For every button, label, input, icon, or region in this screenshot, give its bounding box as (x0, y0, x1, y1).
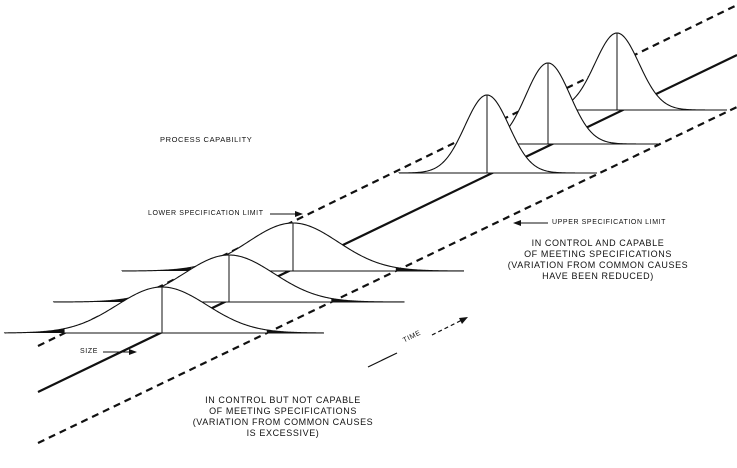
capable-note-line: (VARIATION FROM COMMON CAUSES (507, 260, 689, 270)
upper-spec-limit-line (37, 106, 737, 444)
time-line (367, 352, 398, 368)
time-arrowhead (459, 317, 468, 324)
center-time-axis (37, 54, 737, 393)
not-capable-note-line: (VARIATION FROM COMMON CAUSES (192, 417, 374, 427)
distribution-fill (4, 287, 324, 333)
out-of-spec-tail-left (122, 267, 192, 271)
out-of-spec-tail-right (266, 329, 324, 333)
not-capable-note-line: IN CONTROL BUT NOT CAPABLE (205, 395, 361, 405)
capable-note-line: OF MEETING SPECIFICATIONS (524, 249, 672, 259)
upper-spec-label: UPPER SPECIFICATION LIMIT (552, 219, 667, 226)
lower-spec-label: LOWER SPECIFICATION LIMIT (148, 210, 264, 217)
lower-spec-arrowhead (295, 211, 303, 217)
distribution-curve (3, 286, 324, 334)
time-arrow (431, 319, 463, 336)
not-capable-note-line: OF MEETING SPECIFICATIONS (209, 406, 357, 416)
diagram-title: PROCESS CAPABILITY (160, 135, 253, 144)
capable-note-line: IN CONTROL AND CAPABLE (531, 238, 665, 248)
out-of-spec-tail-left (4, 328, 65, 333)
not-capable-note: IN CONTROL BUT NOT CAPABLE OF MEETING SP… (183, 395, 383, 439)
size-label: SIZE (80, 348, 98, 355)
capable-note: IN CONTROL AND CAPABLE OF MEETING SPECIF… (498, 238, 698, 282)
not-capable-note-line: IS EXCESSIVE) (246, 428, 320, 438)
size-arrowhead (129, 349, 137, 355)
upper-spec-arrowhead (513, 220, 521, 226)
capable-note-line: HAVE BEEN REDUCED) (542, 271, 654, 281)
